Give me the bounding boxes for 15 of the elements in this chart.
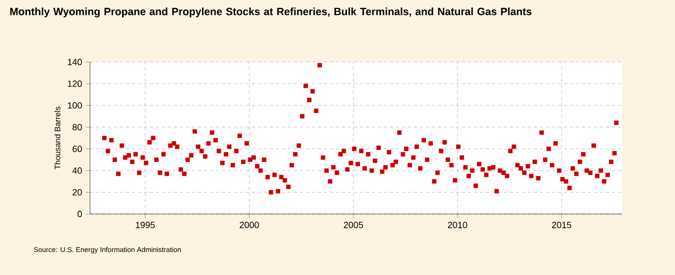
x-tick-label: 2000 [240, 222, 259, 228]
x-tick-label: 2010 [448, 222, 468, 228]
chart-title: Monthly Wyoming Propane and Propylene Stocks at Refineries, Bulk Terminals, and Natural Gas Plants [10, 8, 532, 18]
y-tick-label: 100 [68, 102, 82, 109]
y-tick-label: 120 [68, 80, 82, 87]
y-axis-title: Thousand Barrels [54, 106, 60, 170]
x-tick-label: 2015 [552, 222, 572, 228]
y-tick-label: 0 [78, 210, 82, 218]
y-tick-label: 80 [72, 124, 82, 130]
y-tick-label: 40 [72, 167, 82, 174]
x-tick-label: 2005 [344, 222, 364, 228]
y-tick-label: 60 [72, 146, 82, 152]
x-tick-label: 1995 [136, 222, 155, 228]
y-tick-label: 140 [68, 58, 82, 66]
y-tick-label: 20 [72, 189, 82, 196]
